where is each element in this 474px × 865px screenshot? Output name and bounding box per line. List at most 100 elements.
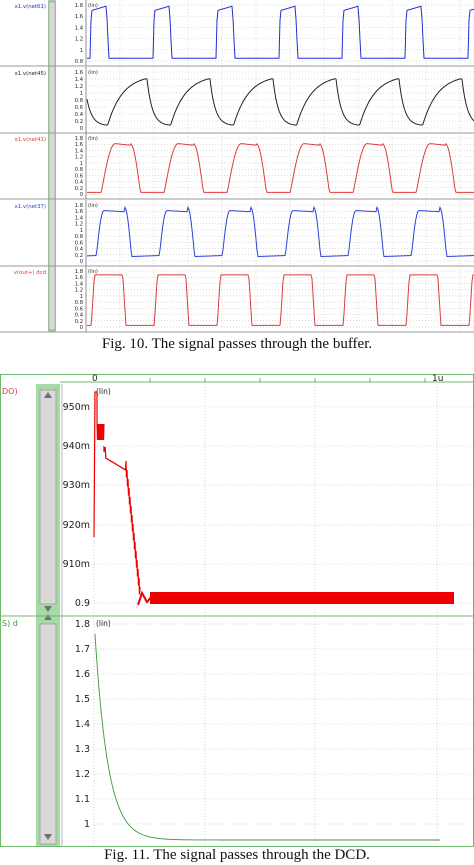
y-tick-label: 0 [80,192,83,198]
y-tick-label: 1.6 [75,275,83,281]
dcd-trace-steady-band [150,592,454,604]
y-tick-label: 1 [80,48,83,54]
scale-tag: (lin) [88,3,98,9]
y-tick-label: 1.8 [75,136,83,142]
y-tick-label: 0.9 [75,598,90,609]
y-tick-label: 1.2 [75,84,83,90]
y-tick-label: 1.2 [75,222,83,228]
y-tick-label: 1.2 [75,155,83,161]
y-tick-label: 1.6 [75,70,83,76]
y-tick-label: 0.4 [75,180,84,186]
scroll-down-arrow-icon[interactable] [44,834,52,840]
figure-11-caption: Fig. 11. The signal passes through the D… [104,847,370,863]
dcd-top-panel: DO) (lin) 950m 940m 930m 920m 910m 0.9 [2,384,474,616]
waveform-trace [86,78,474,126]
signal-label: x1.v(net61) [15,4,46,10]
x-tick-label: 0 [92,374,98,384]
y-tick-label: 1.7 [75,644,90,655]
y-tick-label: 0.6 [75,105,83,111]
y-tick-label: 1.8 [75,203,83,209]
buffer-panel: x1.v(net37) (lin) 1.81.61.41.210.80.60.40.… [0,200,474,267]
y-tick-label: 0.6 [75,240,83,246]
y-tick-label: 1.6 [75,142,83,148]
y-tick-label: 1.2 [75,288,83,294]
waveform-scrollbar-thumb[interactable] [48,1,56,331]
figure-11-plot: 0 1u DO) (lin) 950m 940m 930m 920m 910m 0.9 S) d (l… [0,374,474,847]
dcd-trace-ringing [137,590,153,606]
y-tick-label: 1 [84,819,90,830]
scroll-splitter-icon[interactable] [44,606,52,620]
y-tick-label: 910m [63,559,90,570]
y-tick-label: 1 [80,294,83,300]
signal-label: x1.v(net37) [15,204,46,210]
y-tick-label: 1.5 [75,694,90,705]
buffer-panel: x1.v(net41) (lin) 1.81.61.41.210.80.60.40.… [0,133,474,200]
y-tick-label: 0 [80,325,83,331]
signal-label: S) d [2,619,18,628]
scale-tag: (lin) [88,269,98,275]
y-tick-label: 1.8 [75,619,90,630]
y-tick-label: 0.8 [75,98,83,104]
y-tick-label: 0 [80,126,83,132]
waveform-trace [87,5,474,59]
y-tick-label: 0.2 [75,319,83,325]
y-tick-label: 1.1 [75,794,90,805]
signal-label: v(out+) dcd [14,270,46,276]
waveform-trace [87,274,474,326]
y-tick-label: 1.4 [75,719,90,730]
scale-tag: (lin) [88,70,98,76]
scale-tag: (lin) [96,387,111,396]
y-tick-label: 0.2 [75,253,83,259]
y-tick-label: 1.8 [75,3,83,9]
y-tick-label: 0 [80,259,83,265]
dcd-scrollbar-thumb-top[interactable] [39,389,57,605]
scale-tag: (lin) [96,619,111,628]
y-tick-label: 0.8 [75,300,83,306]
y-tick-label: 950m [63,402,90,413]
signal-label: DO) [2,387,18,396]
y-tick-label: 0.2 [75,119,83,125]
dcd-trace-transient [103,445,141,595]
signal-label: x1.v(net41) [15,137,46,143]
y-tick-label: 1.2 [75,37,83,43]
dcd-bottom-panel: S) d (lin) 1.8 1.7 1.6 1.5 1.4 1.3 1.2 1.1 1 [2,616,474,846]
scale-tag: (lin) [88,203,98,209]
y-tick-label: 1 [80,91,83,97]
y-tick-label: 0.4 [75,247,84,253]
y-tick-label: 0.8 [75,59,83,65]
y-tick-label: 0.6 [75,173,83,179]
waveform-trace [87,143,474,193]
y-tick-label: 0.4 [75,313,84,319]
y-tick-label: 1.4 [75,215,84,221]
figure-10-caption: Fig. 10. The signal passes through the b… [101,336,373,352]
y-tick-label: 1.6 [75,14,83,20]
dcd-scrollbar-thumb-bottom[interactable] [39,623,57,845]
buffer-panel: x1.v(net45) (lin) 1.61.41.210.80.60.40.20 [0,67,474,134]
y-tick-label: 1.4 [75,77,84,83]
y-tick-label: 1 [80,228,83,234]
y-tick-label: 1.6 [75,209,83,215]
x-tick-label: 1u [432,374,443,384]
y-tick-label: 0.8 [75,167,83,173]
y-tick-label: 930m [63,480,90,491]
y-tick-label: 1.2 [75,769,90,780]
y-tick-label: 920m [63,520,90,531]
y-tick-label: 940m [63,441,90,452]
y-tick-label: 0.4 [75,112,84,118]
y-tick-label: 0.8 [75,234,83,240]
signal-label: x1.v(net45) [15,71,46,77]
buffer-panel: v(out+) dcd (lin) 1.81.61.41.210.80.60.40.… [0,266,474,333]
dcd-green-trace [94,633,440,841]
y-tick-label: 1.4 [75,25,84,31]
y-tick-label: 1.3 [75,744,90,755]
scroll-up-arrow-icon[interactable] [44,392,52,398]
y-tick-label: 0.6 [75,306,83,312]
y-tick-label: 1.8 [75,269,83,275]
y-tick-label: 0.2 [75,186,83,192]
y-tick-label: 1.4 [75,148,84,154]
dcd-trace-spike [93,391,105,538]
buffer-panel: x1.v(net61) (lin) 1.8 1.6 1.4 1.2 1 0.8 [0,0,474,67]
waveform-trace [86,205,474,258]
y-tick-label: 1.4 [75,281,84,287]
figure-10-plot: x1.v(net61) (lin)1.81.61.41.210.8x1.v(net… [0,0,474,336]
